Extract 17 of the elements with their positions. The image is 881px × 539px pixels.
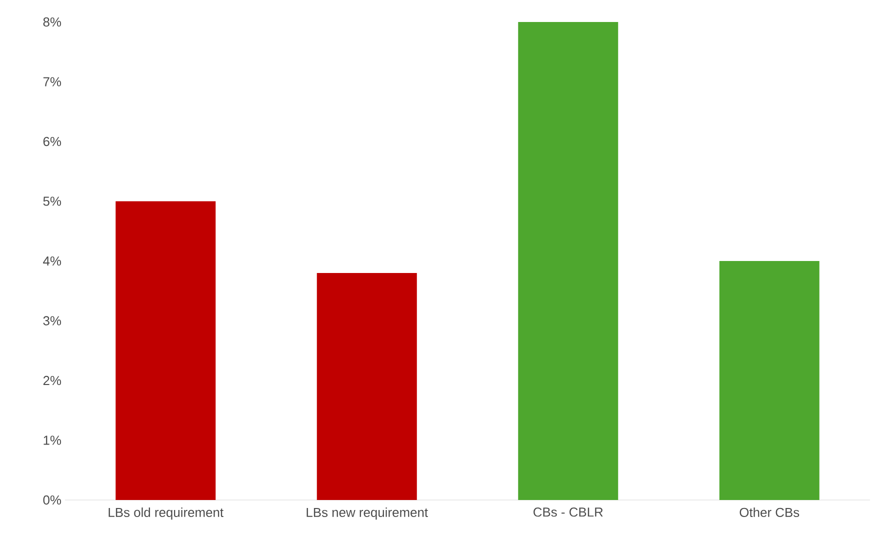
x-tick-label: Other CBs [740,508,800,518]
bar [719,261,820,500]
y-tick-label: 3% [43,316,62,326]
y-tick-label: 6% [43,136,62,146]
y-tick-label: 1% [44,436,62,445]
y-tick-label: 8% [43,17,62,27]
x-tick-label: LBs old requirement [108,508,224,520]
y-tick-label: 0% [43,495,62,505]
y-tick-label: 2% [43,376,62,386]
y-tick-label: 5% [43,196,62,206]
x-tick-label: LBs new requirement [306,508,428,520]
bar [116,201,216,500]
bar [518,22,618,500]
bar [316,272,417,500]
y-tick-label: 4% [43,256,62,266]
x-tick-label: CBs - CBLR [534,508,603,517]
y-tick-label: 7% [43,77,62,86]
